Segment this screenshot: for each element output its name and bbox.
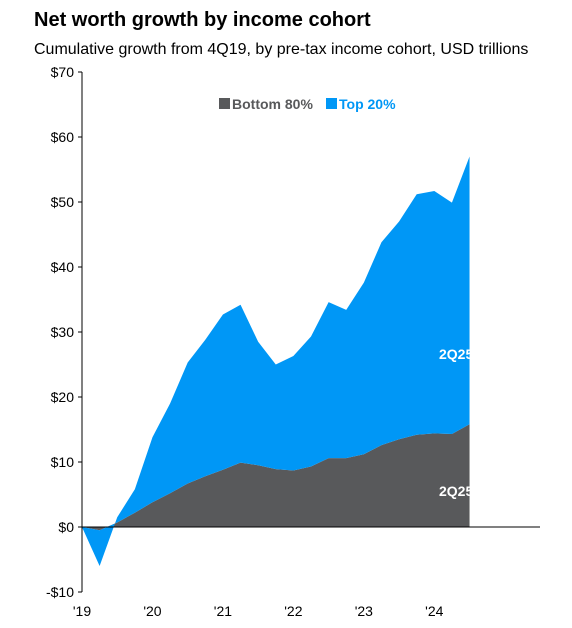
area-series-bottom-80 [82,424,470,531]
area-series-top-20 [82,156,470,566]
legend: Bottom 80% Top 20% [219,96,396,112]
series-layer [82,156,470,566]
legend-swatch-top-20 [326,98,337,109]
y-tick-label: $10 [51,454,75,470]
annotation-top-20: 2Q25: $41tn [439,346,518,362]
chart-title: Net worth growth by income cohort [34,9,371,31]
x-tick-label: '21 [214,603,232,619]
legend-label-bottom-80: Bottom 80% [232,96,313,112]
annotation-bottom-80: 2Q25: $16tn [439,483,518,499]
axis-layer: -$10 $0 $10 $20 $30 $40 $50 $60 $70 '19 '20 '21 '22 '… [46,64,540,619]
x-tick-label: '23 [355,603,373,619]
y-tick-label: $40 [51,259,75,275]
chart-subtitle: Cumulative growth from 4Q19, by pre-tax … [34,41,529,58]
x-tick-label: '24 [425,603,443,619]
y-tick-label: $50 [51,194,75,210]
x-tick-label: '22 [284,603,302,619]
x-tick-label: '20 [143,603,161,619]
y-tick-label: $60 [51,129,75,145]
legend-swatch-bottom-80 [219,98,230,109]
x-tick-label: '19 [73,603,91,619]
legend-label-top-20: Top 20% [339,96,396,112]
y-tick-label: $20 [51,389,75,405]
y-tick-label: $0 [58,519,74,535]
y-tick-label: $30 [51,324,75,340]
y-tick-label: $70 [51,64,75,80]
y-tick-label: -$10 [46,584,74,600]
